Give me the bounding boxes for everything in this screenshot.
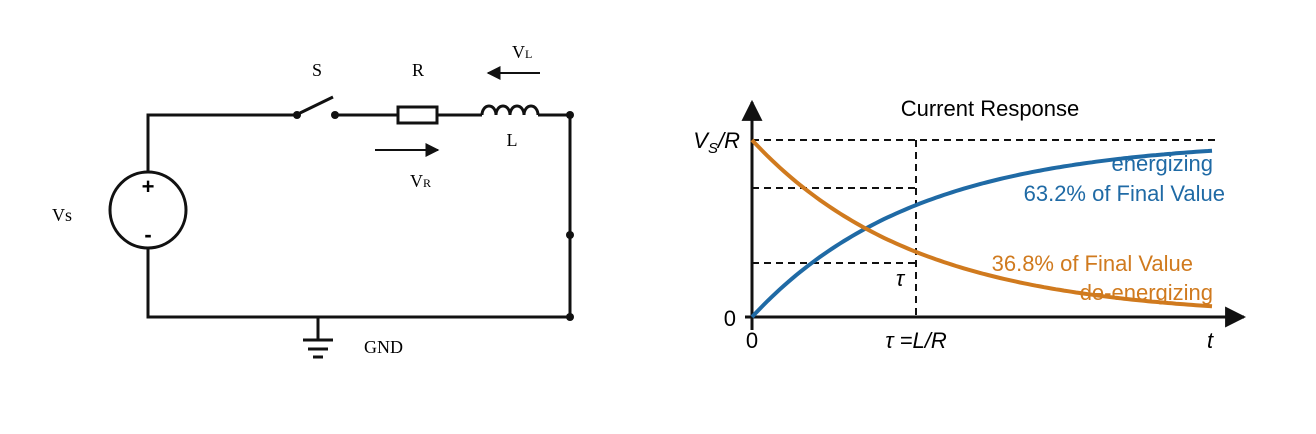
label: VR bbox=[410, 171, 431, 191]
annotation: de-energizing bbox=[1080, 280, 1213, 305]
label-sub: R bbox=[423, 176, 431, 190]
label-sub: S bbox=[708, 140, 718, 157]
x-zero: 0 bbox=[746, 328, 758, 353]
label-main: V bbox=[693, 128, 710, 153]
label-main: V bbox=[512, 42, 525, 62]
annotation: 63.2% of Final Value bbox=[1024, 181, 1225, 206]
label-sub: L bbox=[525, 47, 532, 61]
annotation: energizing bbox=[1111, 151, 1213, 176]
inductor bbox=[480, 104, 540, 116]
label: VL bbox=[512, 42, 532, 62]
energizing-curve bbox=[750, 148, 1213, 319]
label-main: V bbox=[410, 171, 423, 191]
annotation: 36.8% of Final Value bbox=[992, 251, 1193, 276]
label: S bbox=[312, 60, 322, 80]
switch-contact bbox=[331, 111, 339, 119]
circuit: S R VL VR L Vs + - GND bbox=[52, 42, 574, 359]
label: R bbox=[412, 60, 424, 80]
label: GND bbox=[364, 337, 403, 357]
label-rest: /R bbox=[716, 128, 740, 153]
label: L bbox=[507, 130, 518, 150]
resistor bbox=[396, 105, 439, 125]
node bbox=[566, 111, 574, 119]
plot: Current Response VS/R 0 0 τ =L/R t τ ene… bbox=[693, 96, 1247, 353]
tau-mark: τ bbox=[896, 266, 906, 291]
title: Current Response bbox=[901, 96, 1080, 121]
guide-lines bbox=[752, 139, 1215, 317]
deenergizing-curve bbox=[750, 138, 1213, 309]
y-label: VS/R bbox=[693, 128, 740, 157]
label: Vs bbox=[52, 205, 72, 225]
x-axis-label: t bbox=[1207, 328, 1214, 353]
node bbox=[566, 231, 574, 239]
voltage-source bbox=[108, 170, 188, 250]
y-zero: 0 bbox=[724, 306, 736, 331]
switch-lever bbox=[299, 95, 334, 115]
minus: - bbox=[144, 222, 151, 247]
wires bbox=[146, 113, 572, 319]
plus: + bbox=[142, 174, 155, 199]
x-tau: τ =L/R bbox=[885, 328, 947, 353]
switch-contact bbox=[293, 111, 301, 119]
node bbox=[566, 313, 574, 321]
ground bbox=[303, 317, 333, 359]
